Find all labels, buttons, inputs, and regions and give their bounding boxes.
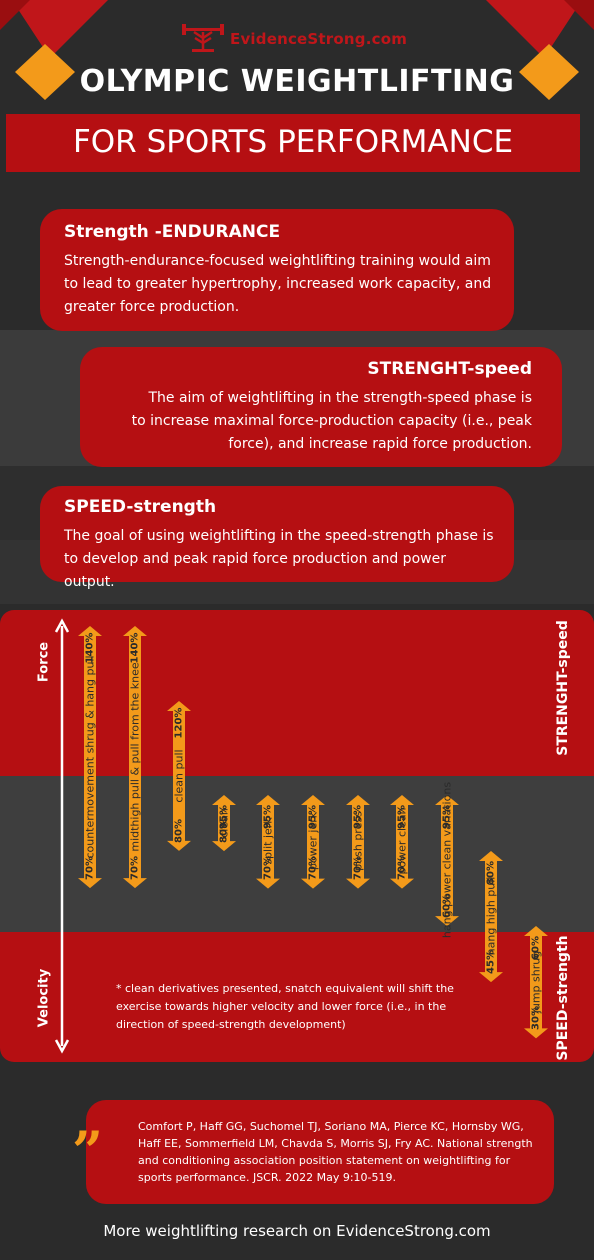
exercise-arrow — [301, 794, 325, 889]
range-arrow-shape — [434, 794, 459, 926]
card-title: STRENGHT-speed — [367, 359, 532, 379]
axis-label-velocity: Velocity — [36, 968, 52, 1028]
exercise-name: countermovement shrug & hang pull — [83, 655, 97, 859]
range-arrow-shape — [524, 925, 548, 1038]
label-bottom-percent: 70% — [84, 856, 96, 881]
zone-label-speed-strength: SPEED-strength — [555, 935, 571, 1061]
exercise-name: jump shrug — [529, 950, 543, 1014]
barbell-tree-icon — [182, 24, 224, 52]
label-top-percent: 140% — [129, 632, 141, 664]
label-top-percent: 120% — [173, 707, 185, 739]
exercise-name: push press — [351, 811, 365, 872]
logo-text: EvidenceStrong.com — [230, 30, 408, 48]
exercise-arrow — [434, 794, 459, 926]
range-arrow-shape — [479, 850, 504, 982]
strength-speed-zone — [0, 610, 594, 776]
corner-decoration-right — [486, 0, 594, 100]
exercise-name: split jerk — [261, 817, 275, 866]
exercise-name: hang power clean variations — [440, 782, 454, 939]
axis-label-force: Force — [36, 641, 52, 683]
range-arrow-shape — [345, 794, 370, 889]
corner-decoration-left — [0, 0, 108, 100]
exercise-arrow — [256, 794, 281, 889]
force-velocity-chart: Force Velocity STRENGHT-speed SPEED-stre… — [0, 610, 594, 1062]
logo: EvidenceStrong.com — [180, 22, 420, 54]
range-arrow-shape — [256, 794, 281, 889]
card-title: SPEED-strength — [64, 497, 217, 517]
page-subtitle: FOR SPORTS PERFORMANCE — [72, 124, 514, 160]
range-arrow-shape — [122, 626, 147, 889]
exercise-name: midthigh pull & pull from the knee — [128, 662, 142, 852]
card-speed-strength: SPEED-strength The goal of using weightl… — [40, 486, 514, 590]
card-strength-endurance: Strength -ENDURANCE Strength-endurance-f… — [40, 209, 514, 331]
range-arrow-shape — [167, 700, 192, 851]
exercise-name: clean — [217, 807, 231, 838]
reference-box: ” Comfort P, Haff GG, Suchomel TJ, Soria… — [72, 1100, 554, 1204]
exercise-arrow — [479, 850, 504, 982]
exercise-name: clean pull — [172, 749, 186, 803]
range-arrow-shape — [301, 794, 325, 889]
exercise-arrow — [122, 626, 147, 889]
subtitle-bar: FOR SPORTS PERFORMANCE — [6, 114, 580, 172]
card-text: The aim of weightlifting in the strength… — [131, 390, 532, 452]
exercise-arrow — [524, 925, 548, 1038]
quote-icon: ” — [72, 1119, 104, 1183]
exercise-arrow — [167, 700, 192, 851]
exercise-arrow — [211, 794, 236, 851]
force-velocity-axis-arrow — [54, 618, 70, 1054]
reference-text: Comfort P, Haff GG, Suchomel TJ, Soriano… — [138, 1120, 533, 1184]
footer-text: More weightlifting research on EvidenceS… — [103, 1222, 491, 1240]
exercise-arrow — [390, 794, 415, 889]
exercise-name: hang high pull — [484, 876, 498, 956]
label-bottom-percent: 70% — [129, 856, 141, 881]
card-strength-speed: STRENGHT-speed The aim of weightlifting … — [80, 347, 562, 467]
zone-label-strength-speed: STRENGHT-speed — [555, 620, 571, 756]
range-arrow-shape — [78, 626, 102, 889]
exercise-arrow — [78, 626, 102, 889]
range-arrow-shape — [211, 794, 236, 851]
page-title: OLYMPIC WEIGHTLIFTING — [79, 64, 515, 99]
exercise-name: power jerk — [306, 812, 320, 871]
label-bottom-percent: 80% — [173, 818, 185, 843]
chart-note: * clean derivatives presented, snatch eq… — [116, 982, 454, 1031]
exercise-name: power clean — [395, 807, 409, 875]
card-title: Strength -ENDURANCE — [64, 222, 281, 242]
exercise-arrow — [345, 794, 370, 889]
range-arrow-shape — [390, 794, 415, 889]
card-text: Strength-endurance-focused weightlifting… — [64, 253, 492, 315]
card-text: The goal of using weightlifting in the s… — [64, 528, 494, 590]
